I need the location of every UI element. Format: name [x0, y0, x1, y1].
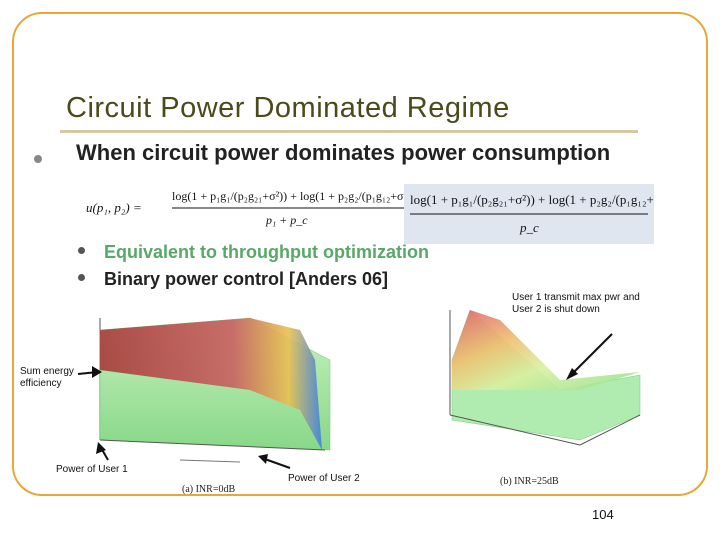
- sub-bullet-dot-2: [78, 274, 85, 281]
- main-bullet: When circuit power dominates power consu…: [76, 140, 611, 165]
- annotation-sum-ee: Sum energy efficiency: [20, 366, 74, 389]
- caption-left: (a) INR=0dB: [182, 484, 236, 495]
- svg-text:p_c: p_c: [519, 220, 539, 235]
- formula-left: u(p₁, p₂) = log(1 + p₁g₁/(p₂g₂₁+σ²)) + l…: [86, 186, 416, 236]
- svg-text:u(p₁, p₂) =: u(p₁, p₂) =: [86, 200, 142, 215]
- formula-right-box: log(1 + p₁g₁/(p₂g₂₁+σ²)) + log(1 + p₂g₂/…: [404, 184, 673, 244]
- title-underline: [60, 130, 638, 133]
- annotation-power-user1: Power of User 1: [56, 464, 128, 475]
- sub-bullet-2: Binary power control [Anders 06]: [104, 269, 389, 289]
- formula-left-svg: u(p₁, p₂) = log(1 + p₁g₁/(p₂g₂₁+σ²)) + l…: [86, 189, 415, 227]
- svg-text:p₁ + p_c: p₁ + p_c: [265, 213, 308, 227]
- bullet-dot: [34, 155, 42, 163]
- formula-right-svg: log(1 + p₁g₁/(p₂g₂₁+σ²)) + log(1 + p₂g₂/…: [410, 192, 673, 235]
- annotation-user1-max: User 1 transmit max pwr and User 2 is sh…: [512, 292, 640, 315]
- annotation-arrows: [77, 333, 613, 469]
- sub-bullet-dot-1: [78, 247, 85, 254]
- page-number: 104: [592, 507, 614, 522]
- annotation-power-user2: Power of User 2: [288, 473, 360, 484]
- slide-title: Circuit Power Dominated Regime: [66, 92, 510, 124]
- sub-bullet-1: Equivalent to throughput optimization: [104, 242, 429, 262]
- svg-text:log(1 + p₁g₁/(p₂g₂₁+σ²)) + log: log(1 + p₁g₁/(p₂g₂₁+σ²)) + log(1 + p₂g₂/…: [410, 192, 654, 207]
- svg-text:log(1 + p₁g₁/(p₂g₂₁+σ²)) + lo: log(1 + p₁g₁/(p₂g₂₁+σ²)) + log(1 + p₂g₂/…: [172, 189, 415, 203]
- plot-left: [99, 317, 331, 463]
- slide-frame: [12, 12, 708, 496]
- plot-right: [449, 309, 641, 446]
- caption-right: (b) INR=25dB: [500, 476, 559, 487]
